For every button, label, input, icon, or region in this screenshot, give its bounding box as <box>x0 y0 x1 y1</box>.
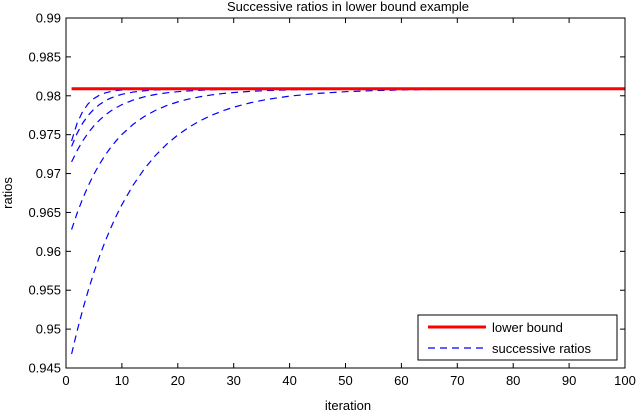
legend-label-successive-ratios: successive ratios <box>492 341 591 356</box>
y-axis: 0.945 0.95 0.955 0.96 0.965 0.97 0.975 0.98 0.98… <box>28 11 625 376</box>
successive-ratio-line-2 <box>71 88 625 230</box>
successive-ratio-line-1 <box>71 88 626 355</box>
y-tick-label: 0.955 <box>28 283 61 298</box>
x-tick-label: 50 <box>338 373 352 388</box>
x-axis: 0 10 20 30 40 50 60 70 80 90 100 <box>62 18 636 388</box>
x-tick-label: 10 <box>115 373 129 388</box>
x-tick-label: 60 <box>394 373 408 388</box>
legend: lower bound successive ratios <box>417 314 618 361</box>
y-tick-label: 0.985 <box>28 49 61 64</box>
successive-ratio-line-3 <box>71 88 625 163</box>
y-tick-label: 0.975 <box>28 127 61 142</box>
x-tick-label: 30 <box>226 373 240 388</box>
y-tick-label: 0.97 <box>36 166 61 181</box>
x-tick-label: 80 <box>506 373 520 388</box>
y-axis-label: ratios <box>0 177 15 209</box>
y-tick-label: 0.945 <box>28 361 61 376</box>
chart-title: Successive ratios in lower bound example <box>227 0 469 14</box>
x-axis-label: iteration <box>325 398 371 411</box>
plot-area <box>71 87 626 355</box>
successive-ratio-line-4 <box>71 88 625 147</box>
legend-box <box>417 314 618 361</box>
successive-ratio-line-5 <box>71 88 625 142</box>
x-tick-label: 0 <box>62 373 69 388</box>
x-tick-label: 20 <box>171 373 185 388</box>
y-tick-label: 0.965 <box>28 205 61 220</box>
x-tick-label: 40 <box>282 373 296 388</box>
x-tick-label: 70 <box>450 373 464 388</box>
y-tick-label: 0.95 <box>36 322 61 337</box>
x-tick-label: 100 <box>614 373 636 388</box>
x-tick-label: 90 <box>562 373 576 388</box>
y-tick-label: 0.96 <box>36 244 61 259</box>
y-tick-label: 0.98 <box>36 88 61 103</box>
legend-label-lower-bound: lower bound <box>492 320 563 335</box>
y-tick-label: 0.99 <box>36 11 61 26</box>
